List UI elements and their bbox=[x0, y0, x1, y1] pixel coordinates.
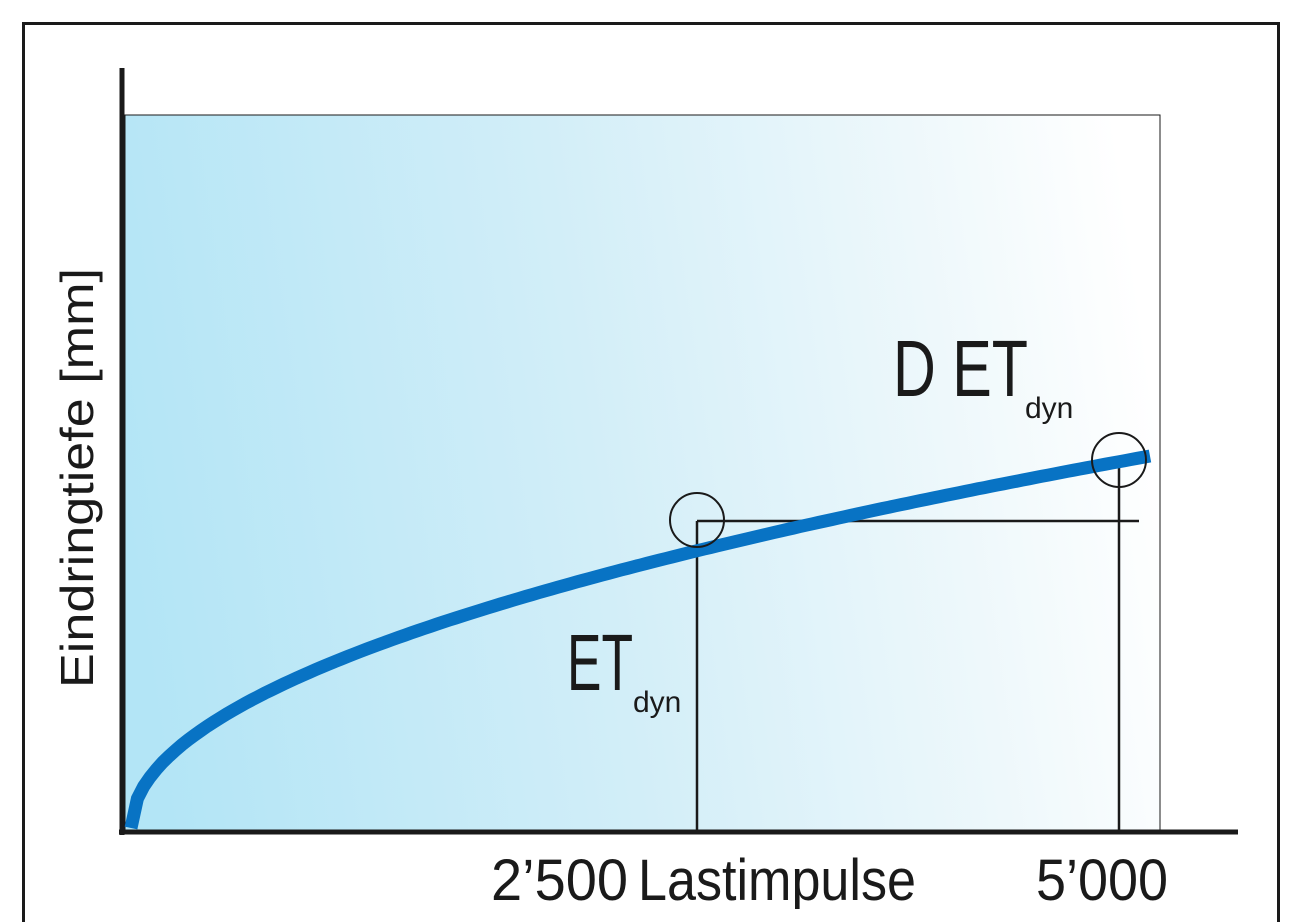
marker-circle-5000 bbox=[1091, 432, 1147, 488]
delta-et-dyn-subscript: dyn bbox=[1025, 392, 1073, 425]
et-dyn-label: ET bbox=[567, 618, 633, 707]
marker-circle-2500 bbox=[669, 492, 725, 548]
penetration-curve bbox=[124, 449, 1152, 830]
plot-area bbox=[124, 114, 1161, 833]
x-tick-2500: 2’500 bbox=[491, 848, 628, 909]
outer-frame bbox=[22, 22, 1280, 922]
x-axis-label: Lastimpulse bbox=[638, 848, 916, 909]
et-dyn-subscript: dyn bbox=[633, 686, 681, 719]
y-axis-label: Eindringtiefe [mm] bbox=[51, 268, 103, 688]
delta-et-dyn-label: D ET bbox=[893, 324, 1028, 413]
x-tick-5000: 5’000 bbox=[1036, 848, 1168, 909]
